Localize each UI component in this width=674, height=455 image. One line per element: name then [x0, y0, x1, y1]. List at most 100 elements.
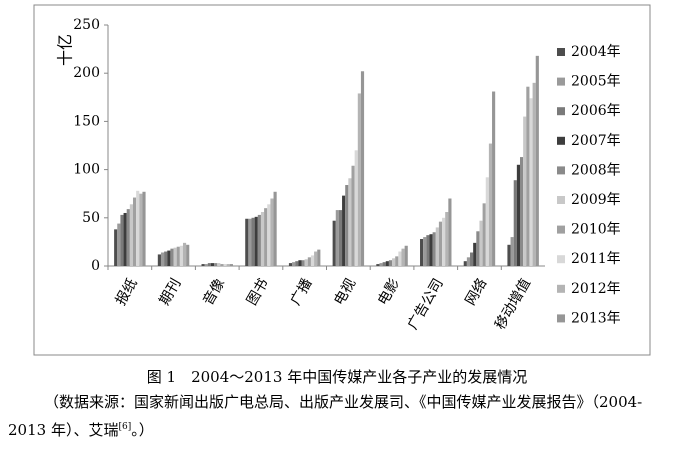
- bar: [398, 251, 402, 266]
- bar: [338, 210, 343, 266]
- bar: [392, 258, 396, 266]
- bar: [160, 252, 165, 266]
- bar: [348, 178, 352, 266]
- bar: [164, 251, 168, 266]
- bar: [254, 216, 258, 266]
- legend-swatch: [557, 107, 565, 116]
- source-ref: [6]: [118, 422, 132, 432]
- legend-label: 2011年: [571, 251, 621, 267]
- bar: [376, 264, 380, 266]
- bar: [186, 244, 190, 266]
- bar: [476, 231, 480, 266]
- legend-label: 2012年: [571, 281, 621, 297]
- legend-label: 2005年: [571, 74, 621, 90]
- bar: [395, 256, 399, 266]
- source-end: 。）: [131, 421, 154, 439]
- legend-swatch: [557, 77, 565, 86]
- bar: [516, 164, 521, 266]
- bar: [167, 250, 171, 266]
- bar: [176, 246, 180, 266]
- legend-swatch: [557, 136, 565, 145]
- bar: [510, 237, 514, 266]
- bar: [136, 190, 140, 266]
- bar: [335, 210, 339, 266]
- bar: [423, 237, 427, 266]
- bar: [301, 260, 305, 266]
- bar: [210, 263, 215, 266]
- bar: [248, 218, 252, 266]
- bar: [129, 204, 133, 266]
- bar: [120, 214, 124, 266]
- bar: [426, 235, 430, 266]
- chart-frame: [33, 4, 651, 356]
- legend-swatch: [557, 166, 565, 175]
- bar: [314, 251, 318, 266]
- y-tick-label: 0: [91, 258, 100, 274]
- y-tick-label: 200: [73, 65, 100, 81]
- bar: [117, 223, 121, 266]
- bar: [264, 208, 268, 266]
- y-tick-label: 50: [82, 210, 100, 226]
- bar: [442, 217, 446, 266]
- legend-label: 2009年: [571, 192, 621, 208]
- bar: [357, 93, 361, 266]
- bar: [267, 204, 271, 266]
- bar: [114, 229, 118, 266]
- bar: [292, 262, 296, 266]
- bar: [526, 86, 530, 266]
- bar: [485, 177, 489, 266]
- y-axis-label: 十亿: [56, 34, 75, 66]
- bar: [354, 150, 358, 266]
- bar: [463, 261, 467, 266]
- bar: [179, 245, 183, 266]
- bar: [466, 257, 471, 266]
- bar: [214, 263, 218, 266]
- bar: [404, 245, 408, 266]
- bar: [379, 263, 383, 266]
- bar: [157, 254, 161, 266]
- bar: [126, 209, 130, 266]
- bar: [123, 212, 127, 266]
- bar: [223, 264, 227, 266]
- bar: [317, 249, 321, 266]
- bar: [342, 195, 346, 266]
- bar: [142, 191, 146, 266]
- bar: [523, 116, 527, 266]
- y-tick-label: 250: [73, 17, 100, 33]
- legend-swatch: [557, 48, 565, 56]
- bar: [532, 82, 536, 266]
- bar: [479, 220, 483, 266]
- bar: [388, 260, 393, 266]
- bar: [201, 264, 205, 266]
- bar: [345, 185, 349, 266]
- bar: [173, 247, 177, 266]
- bar: [207, 263, 211, 266]
- bar: [270, 198, 274, 266]
- legend-swatch: [557, 314, 565, 323]
- bar: [351, 165, 355, 266]
- legend-label: 2007年: [571, 133, 621, 149]
- bar: [132, 197, 137, 266]
- legend-label: 2006年: [571, 103, 621, 119]
- bar: [445, 212, 449, 266]
- bar: [535, 55, 539, 267]
- bar: [298, 260, 302, 266]
- bar: [245, 218, 249, 266]
- bar: [432, 232, 436, 266]
- figure-caption: 图 1 2004～2013 年中国传媒产业各子产业的发展情况: [146, 368, 528, 386]
- legend-swatch: [557, 225, 565, 234]
- bar: [382, 262, 386, 266]
- legend-swatch: [557, 196, 565, 204]
- bar: [226, 264, 230, 266]
- bar: [170, 248, 174, 266]
- bar: [420, 239, 424, 266]
- bar: [251, 217, 255, 266]
- bar: [304, 259, 308, 266]
- bar: [529, 98, 533, 266]
- bar: [260, 212, 265, 266]
- bar: [470, 252, 474, 266]
- bar: [360, 71, 365, 266]
- legend-label: 2008年: [571, 162, 621, 178]
